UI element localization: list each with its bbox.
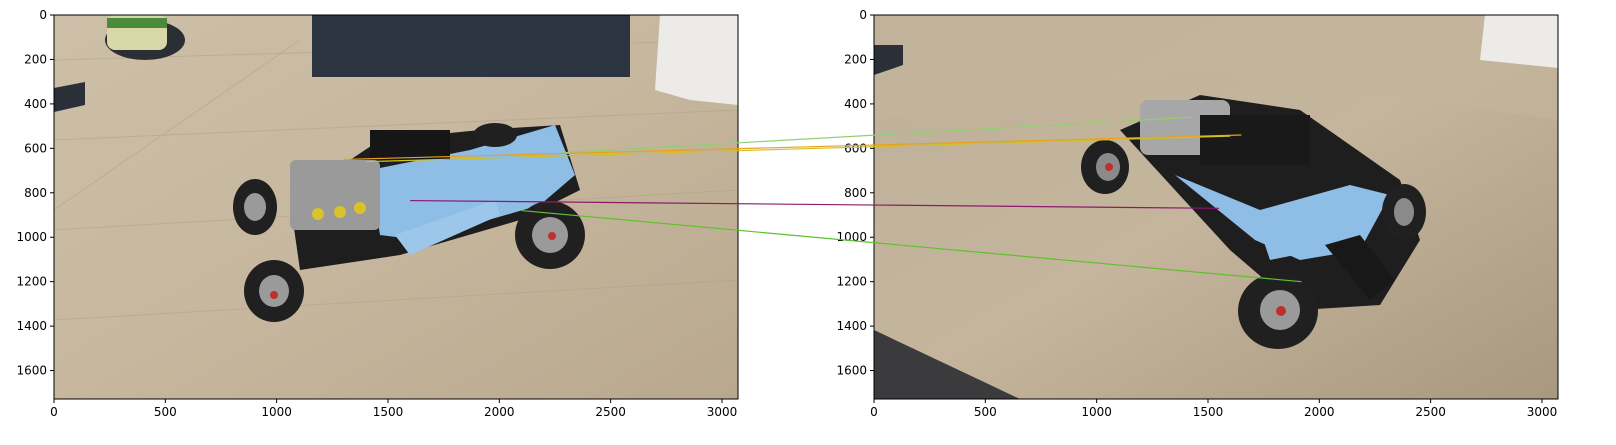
left-image-x-tick-label: 2500 xyxy=(595,405,626,419)
match-line xyxy=(521,209,1302,283)
right-photo xyxy=(874,15,1558,399)
right-image-y-tick-label: 200 xyxy=(844,52,867,66)
right-image-y-tick-label: 1000 xyxy=(836,230,867,244)
left-image-y-tick-label: 0 xyxy=(39,8,47,22)
dark-box xyxy=(312,15,630,77)
right-image-x-tick-label: 500 xyxy=(974,405,997,419)
right-image-x-tick-label: 1500 xyxy=(1193,405,1224,419)
left-image-x-tick-label: 1500 xyxy=(373,405,404,419)
left-image-y-tick-label: 600 xyxy=(24,141,47,155)
left-axes-frame xyxy=(53,14,739,400)
right-image-y-tick-label: 0 xyxy=(859,8,867,22)
right-image-x-tick-label: 1000 xyxy=(1081,405,1112,419)
left-image-y-tick-label: 400 xyxy=(24,97,47,111)
right-axes-frame xyxy=(873,14,1559,400)
right-image-x-tick-label: 3000 xyxy=(1527,405,1558,419)
right-image-y-tick-label: 1200 xyxy=(836,275,867,289)
left-photo xyxy=(54,15,738,399)
right-image-y-tick-label: 600 xyxy=(844,141,867,155)
left-image-x-tick-label: 0 xyxy=(50,405,58,419)
right-image-y-tick-label: 1600 xyxy=(836,364,867,378)
left-image-x-tick-label: 3000 xyxy=(707,405,738,419)
right-image-x-tick-label: 2000 xyxy=(1304,405,1335,419)
left-image-y-tick-label: 1200 xyxy=(16,275,47,289)
right-car xyxy=(1081,95,1426,349)
left-image-y-tick-label: 1000 xyxy=(16,230,47,244)
left-image-x-tick-label: 500 xyxy=(154,405,177,419)
left-image-x-tick-label: 2000 xyxy=(484,405,515,419)
left-image-y-tick-label: 200 xyxy=(24,52,47,66)
left-image-x-tick-label: 1000 xyxy=(261,405,292,419)
left-image-y-tick-label: 800 xyxy=(24,186,47,200)
left-car xyxy=(233,123,585,322)
right-image-y-tick-label: 400 xyxy=(844,97,867,111)
right-image-x-tick-label: 2500 xyxy=(1415,405,1446,419)
match-line xyxy=(343,134,1242,161)
left-image-y-tick-label: 1600 xyxy=(16,364,47,378)
right-image-y-tick-label: 800 xyxy=(844,186,867,200)
match-line xyxy=(561,116,1193,154)
match-line xyxy=(410,199,1220,209)
left-image-y-tick-label: 1400 xyxy=(16,319,47,333)
right-image-y-tick-label: 1400 xyxy=(836,319,867,333)
match-line xyxy=(365,135,1231,163)
right-image-x-tick-label: 0 xyxy=(870,405,878,419)
